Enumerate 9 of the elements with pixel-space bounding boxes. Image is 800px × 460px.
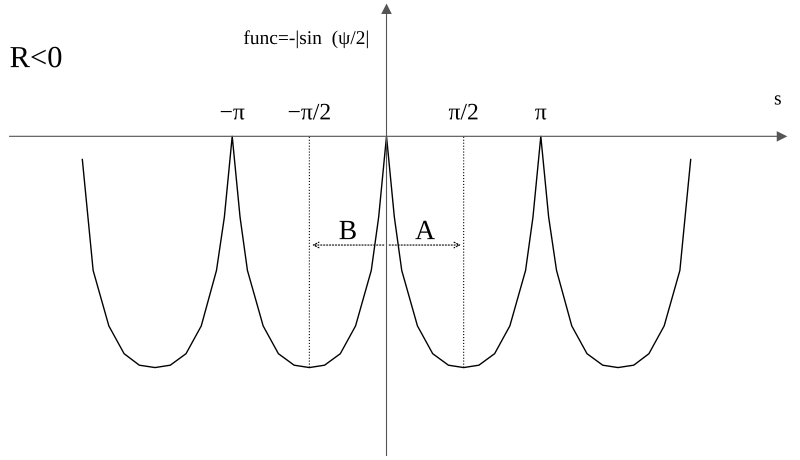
annotation: B xyxy=(339,220,356,240)
y-axis-title: func=-|sin (ψ/2| xyxy=(244,30,368,48)
x-tick-label: π/2 xyxy=(448,104,478,120)
text: R<0 xyxy=(10,46,62,68)
x-tick-label: π xyxy=(535,108,546,120)
annotation: A xyxy=(415,220,435,240)
x-tick-label: −π xyxy=(220,108,244,120)
x-axis-title: s xyxy=(774,95,781,105)
x-tick-label: −π/2 xyxy=(288,104,330,120)
